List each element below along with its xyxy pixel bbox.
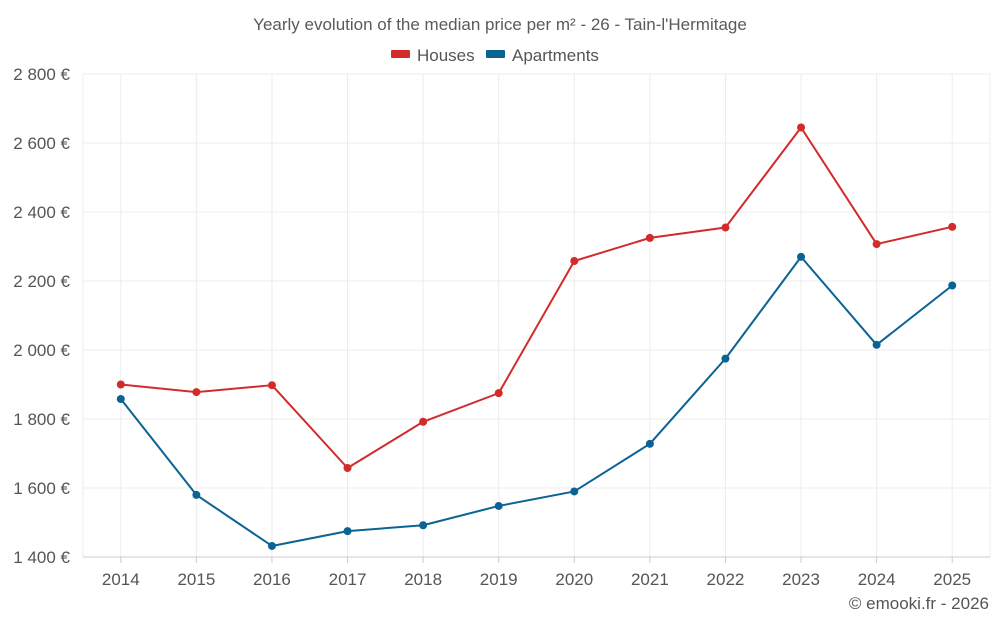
- axes: 1 400 € 1 600 € 1 800 € 2 000 € 2 200 € 2 400…: [13, 65, 990, 589]
- credit-text: © emooki.fr - 2026: [849, 594, 989, 613]
- y-tick-label-2000: 2 000 €: [13, 341, 70, 360]
- data-point-apartments-2022[interactable]: [721, 354, 730, 363]
- legend: Houses Apartments: [391, 46, 599, 65]
- x-tick-label-2024: 2024: [858, 570, 896, 589]
- data-point-apartments-2020[interactable]: [570, 487, 579, 496]
- x-tick-label-2025: 2025: [933, 570, 971, 589]
- data-point-apartments-2015[interactable]: [192, 490, 201, 499]
- data-point-houses-2018[interactable]: [419, 417, 428, 426]
- data-point-apartments-2021[interactable]: [645, 439, 654, 448]
- y-tick-label-1600: 1 600 €: [13, 479, 70, 498]
- series-line-apartments: [119, 255, 954, 547]
- x-tick-label-2014: 2014: [102, 570, 140, 589]
- data-point-apartments-2018[interactable]: [419, 521, 428, 530]
- series-apartments: [116, 252, 957, 550]
- data-point-apartments-2025[interactable]: [948, 281, 957, 290]
- y-tick-label-2200: 2 200 €: [13, 272, 70, 291]
- legend-label-houses: Houses: [417, 46, 475, 65]
- y-tick-label-1400: 1 400 €: [13, 548, 70, 567]
- series: [116, 123, 957, 550]
- legend-swatch-apartments: [486, 50, 505, 58]
- x-tick-label-2015: 2015: [177, 570, 215, 589]
- data-point-apartments-2017[interactable]: [343, 527, 352, 536]
- series-line-houses: [119, 126, 954, 469]
- y-tick-label-1800: 1 800 €: [13, 410, 70, 429]
- x-tick-label-2016: 2016: [253, 570, 291, 589]
- data-point-houses-2023[interactable]: [797, 123, 806, 132]
- x-tick-label-2018: 2018: [404, 570, 442, 589]
- y-tick-label-2600: 2 600 €: [13, 134, 70, 153]
- data-point-apartments-2014[interactable]: [116, 394, 125, 403]
- data-point-houses-2016[interactable]: [267, 381, 276, 390]
- x-tick-label-2022: 2022: [707, 570, 745, 589]
- data-point-apartments-2019[interactable]: [494, 501, 503, 510]
- data-point-houses-2024[interactable]: [872, 240, 881, 249]
- x-tick-label-2020: 2020: [555, 570, 593, 589]
- data-point-houses-2015[interactable]: [192, 388, 201, 397]
- series-houses: [116, 123, 957, 472]
- data-point-houses-2022[interactable]: [721, 223, 730, 232]
- x-tick-label-2021: 2021: [631, 570, 669, 589]
- data-point-apartments-2024[interactable]: [872, 340, 881, 349]
- y-tick-label-2800: 2 800 €: [13, 65, 70, 84]
- y-tick-label-2400: 2 400 €: [13, 203, 70, 222]
- chart-title: Yearly evolution of the median price per…: [253, 15, 747, 34]
- legend-swatch-houses: [391, 50, 410, 58]
- x-tick-label-2017: 2017: [329, 570, 367, 589]
- data-point-apartments-2016[interactable]: [267, 541, 276, 550]
- x-tick-label-2023: 2023: [782, 570, 820, 589]
- x-tick-label-2019: 2019: [480, 570, 518, 589]
- data-point-houses-2014[interactable]: [116, 380, 125, 389]
- data-point-houses-2021[interactable]: [645, 233, 654, 242]
- data-point-houses-2017[interactable]: [343, 463, 352, 472]
- grid: [82, 73, 991, 557]
- data-point-houses-2019[interactable]: [494, 389, 503, 398]
- data-point-apartments-2023[interactable]: [797, 252, 806, 261]
- data-point-houses-2020[interactable]: [570, 256, 579, 265]
- legend-label-apartments: Apartments: [512, 46, 599, 65]
- data-point-houses-2025[interactable]: [948, 222, 957, 231]
